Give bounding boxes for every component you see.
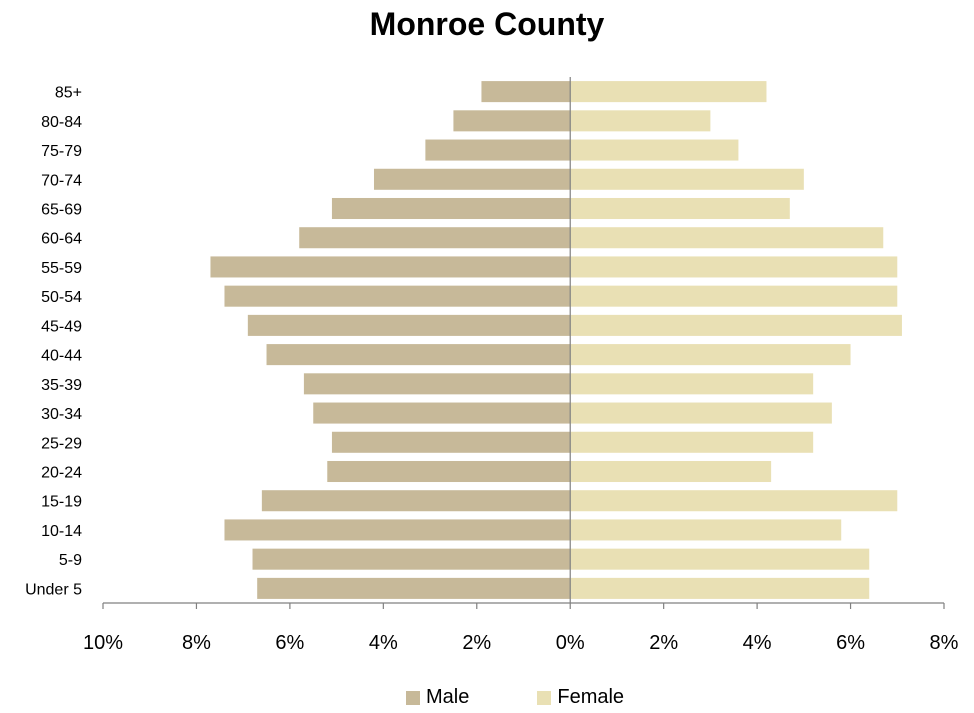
bar-female-45-49 [570,314,902,336]
bar-female-10-14 [570,519,842,541]
category-label: 70-74 [41,172,82,189]
category-label: 40-44 [41,348,82,365]
x-tick-label: 4% [369,632,398,654]
legend-item-female: Female [537,686,624,709]
category-label: 35-39 [41,377,82,394]
bar-female-25-29 [570,431,814,453]
category-label: 80-84 [41,114,82,131]
bar-female-50-54 [570,285,898,307]
legend-label-female: Female [557,686,625,708]
category-label: 10-14 [41,523,82,540]
legend-swatch-male [406,690,420,705]
bar-male-50-54 [224,285,571,307]
x-tick-label: 8% [182,632,211,654]
bar-male-25-29 [331,431,571,453]
bar-female-70-74 [570,168,804,190]
bar-female-60-64 [570,227,884,249]
bar-male-60-64 [299,227,571,249]
bar-male-10-14 [224,519,571,541]
bar-male-30-34 [313,402,571,424]
x-tick-label: 0% [556,632,585,654]
x-tick-label: 10% [83,632,123,654]
x-tick-label: 6% [275,632,304,654]
bar-female-under-5 [570,577,870,599]
category-label: 60-64 [41,231,82,248]
bar-female-80-84 [570,110,711,132]
bar-male-70-74 [373,168,571,190]
bar-male-75-79 [425,139,571,161]
category-label: 5-9 [59,552,82,569]
legend: Male Female [406,686,692,709]
category-label: 30-34 [41,406,82,423]
chart-title: Monroe County [369,6,605,42]
legend-swatch-female [537,690,552,705]
category-label: 20-24 [41,465,82,482]
bar-female-5-9 [570,548,870,570]
category-label: 45-49 [41,318,82,335]
bar-male-85+ [481,81,571,103]
bar-male-35-39 [303,373,571,395]
bar-male-65-69 [331,197,571,220]
x-tick-label: 2% [462,632,491,654]
bar-male-20-24 [327,460,571,483]
bar-female-15-19 [570,490,898,512]
bar-male-5-9 [252,548,571,570]
x-tick-label: 4% [743,632,772,654]
bar-female-55-59 [570,256,898,278]
bar-female-65-69 [570,197,790,220]
bar-female-35-39 [570,373,814,395]
category-label: 25-29 [41,435,82,452]
x-tick-label: 2% [649,632,678,654]
bar-male-55-59 [210,256,571,278]
legend-item-male: Male [406,686,469,709]
bar-male-40-44 [266,344,571,366]
x-tick-label: 6% [836,632,865,654]
category-label: 75-79 [41,143,82,160]
x-tick-label: 8% [930,632,959,654]
category-label: 55-59 [41,260,82,277]
bar-female-75-79 [570,139,739,161]
category-label: 50-54 [41,289,82,306]
category-label: Under 5 [25,581,82,598]
legend-label-male: Male [426,686,470,708]
bar-male-15-19 [261,490,571,512]
bar-female-30-34 [570,402,832,424]
category-label: 85+ [55,85,82,102]
bar-male-45-49 [247,314,571,336]
category-label: 65-69 [41,202,82,219]
bar-male-under-5 [257,577,571,599]
category-label: 15-19 [41,494,82,511]
bar-female-20-24 [570,460,772,483]
bar-female-85+ [570,81,767,103]
bar-male-80-84 [453,110,571,132]
bar-female-40-44 [570,344,851,366]
